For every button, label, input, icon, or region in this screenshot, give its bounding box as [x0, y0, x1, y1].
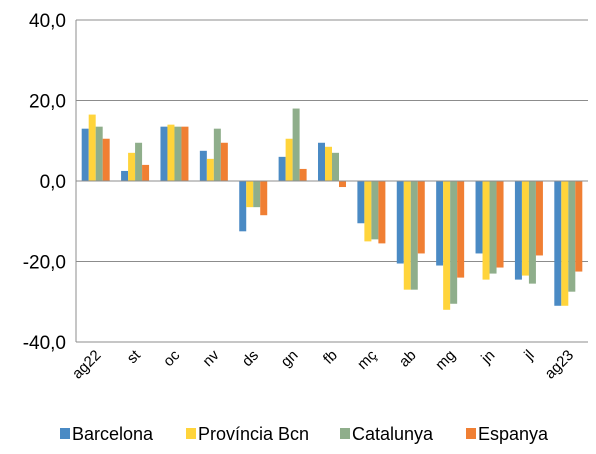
bar	[95, 126, 103, 181]
legend-label: Catalunya	[352, 424, 434, 444]
bar	[278, 156, 286, 181]
bar	[521, 181, 529, 276]
bar	[135, 142, 143, 181]
y-axis-tick-labels: 40,0 20,0 0,0 -20,0 -40,0	[23, 11, 66, 354]
bar	[339, 181, 346, 188]
bar	[160, 126, 168, 181]
x-axis-tick-labels: ag22 st oc nv ds gn fb mç ab mg jn jl ag23	[69, 346, 577, 382]
bar	[568, 181, 576, 292]
bar	[142, 164, 150, 181]
x-tick-label: nv	[199, 346, 223, 370]
legend-swatch	[186, 428, 196, 439]
bar	[403, 181, 411, 290]
bar	[239, 181, 247, 232]
bar	[561, 181, 569, 306]
bar	[102, 138, 110, 181]
bar	[220, 142, 228, 181]
bar	[554, 181, 562, 306]
bar	[396, 181, 404, 264]
bar	[81, 128, 89, 181]
y-tick-label: -40,0	[23, 333, 66, 354]
bar	[88, 114, 96, 181]
bar	[496, 181, 504, 268]
x-tick-label: mg	[432, 347, 459, 374]
x-tick-label: gn	[278, 347, 302, 371]
legend-swatch	[60, 428, 70, 439]
y-tick-label: 0,0	[40, 172, 66, 193]
bar	[357, 181, 365, 224]
bar	[417, 181, 425, 254]
legend-label: Barcelona	[72, 424, 154, 444]
bar	[575, 181, 583, 272]
bar	[378, 181, 386, 244]
x-tick-label: oc	[160, 346, 184, 370]
bar	[325, 146, 332, 181]
x-tick-label: ag23	[542, 347, 578, 383]
x-tick-label: ab	[396, 347, 420, 371]
x-tick-label: st	[124, 346, 145, 367]
bar	[450, 181, 458, 304]
bar	[253, 181, 261, 208]
bar	[318, 142, 325, 181]
bar	[299, 168, 307, 181]
bar	[371, 181, 379, 240]
bar	[528, 181, 536, 284]
bar	[167, 124, 175, 181]
bar	[482, 181, 490, 280]
bar	[514, 181, 522, 280]
bar	[292, 108, 300, 181]
x-tick-label: fb	[320, 347, 341, 368]
bar	[475, 181, 483, 254]
y-tick-label: 20,0	[29, 92, 66, 113]
bar	[364, 181, 372, 242]
y-tick-label: -20,0	[23, 253, 66, 274]
bar	[457, 181, 465, 278]
bar	[260, 181, 268, 216]
bar	[121, 170, 129, 181]
x-tick-label: jl	[520, 347, 537, 364]
legend-label: Espanya	[478, 424, 549, 444]
legend-swatch	[466, 428, 476, 439]
legend-label: Província Bcn	[198, 424, 309, 444]
bar	[174, 126, 182, 181]
x-tick-label: ag22	[69, 347, 105, 383]
bar	[410, 181, 418, 290]
bar	[285, 138, 293, 181]
bar	[489, 181, 497, 274]
legend-swatch	[340, 428, 350, 439]
bar	[535, 181, 543, 256]
bar	[246, 181, 254, 208]
legend: Barcelona Província Bcn Catalunya Espanya	[60, 424, 549, 444]
bar	[213, 128, 221, 181]
bar	[443, 181, 451, 310]
bar	[128, 152, 136, 181]
bar	[332, 152, 339, 181]
bar	[436, 181, 444, 266]
bar	[181, 126, 189, 181]
bar	[206, 158, 214, 181]
x-tick-label: jn	[477, 347, 498, 368]
bars	[81, 108, 583, 310]
bar	[199, 150, 207, 181]
x-tick-label: mç	[354, 346, 381, 373]
y-tick-label: 40,0	[29, 11, 66, 32]
x-tick-label: ds	[239, 347, 262, 370]
